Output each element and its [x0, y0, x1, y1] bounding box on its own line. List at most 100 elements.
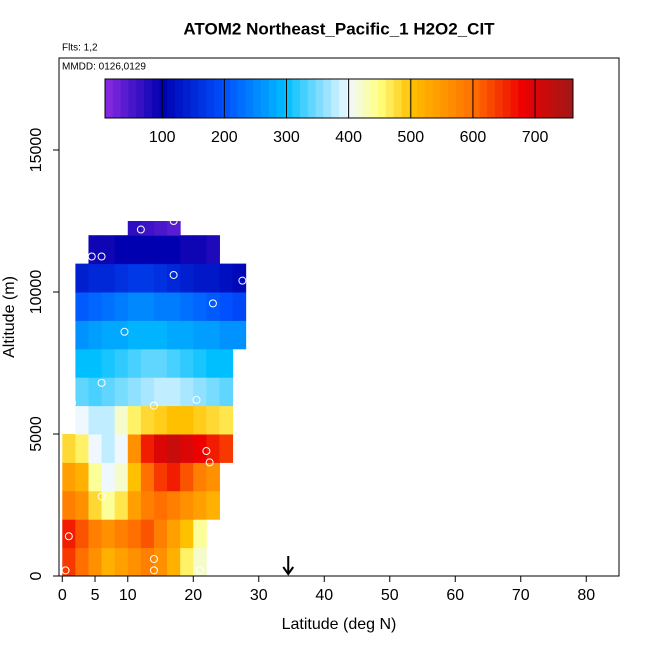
- heat-cell: [153, 377, 168, 407]
- heat-cell: [193, 292, 207, 321]
- heat-cell: [180, 405, 194, 435]
- observation-point: [64, 532, 73, 541]
- observation-point: [149, 566, 158, 575]
- observation-point: [149, 401, 158, 410]
- colorbar-step: [276, 79, 285, 118]
- heat-cell: [101, 434, 116, 463]
- colorbar-tick-label: 400: [335, 129, 362, 146]
- annotation: MMDD: 0126,0129: [62, 62, 146, 73]
- heat-cell: [180, 547, 194, 577]
- heat-cell: [75, 434, 89, 463]
- heat-cell: [232, 320, 247, 350]
- heat-cell: [140, 490, 155, 520]
- colorbar-tick-label: 100: [149, 129, 176, 146]
- heat-cell: [180, 490, 194, 520]
- colorbar-step: [237, 79, 246, 118]
- heat-cell: [193, 490, 207, 520]
- colorbar-step: [502, 79, 512, 118]
- heat-cell: [88, 263, 103, 293]
- heat-cell: [180, 348, 194, 378]
- heat-cell: [206, 235, 220, 265]
- heat-cell: [153, 292, 168, 321]
- observation-point: [97, 252, 106, 261]
- heat-cell: [127, 434, 142, 463]
- heat-cell: [140, 434, 155, 463]
- heat-cell: [101, 405, 116, 435]
- heat-cell: [62, 547, 76, 577]
- colorbar-step: [510, 79, 519, 118]
- observation-point: [192, 395, 201, 404]
- observation-point: [169, 270, 178, 279]
- heat-cell: [127, 405, 142, 435]
- x-tick-label: 20: [184, 587, 202, 604]
- colorbar-step: [253, 79, 262, 118]
- heat-cell: [127, 377, 142, 407]
- heat-cell: [101, 348, 116, 378]
- heat-cell: [88, 519, 103, 549]
- heat-cell: [193, 547, 207, 577]
- colorbar-step: [346, 79, 356, 118]
- colorbar-step: [206, 79, 215, 118]
- heat-cell: [167, 320, 181, 350]
- heat-cell: [114, 377, 129, 407]
- colorbar-step: [495, 79, 504, 118]
- colorbar-step: [393, 79, 402, 118]
- colorbar-step: [229, 79, 239, 118]
- heat-cell: [114, 263, 129, 293]
- observation-point: [238, 276, 247, 285]
- heat-cell: [153, 263, 168, 293]
- heat-cell: [153, 405, 168, 435]
- colorbar-frame: [104, 78, 574, 119]
- colorbar-step: [144, 79, 153, 118]
- heat-cell: [88, 405, 103, 435]
- colorbar-step: [526, 79, 535, 118]
- observation-point: [195, 566, 204, 575]
- heat-cell: [101, 320, 116, 350]
- heat-cell: [75, 462, 89, 492]
- heat-cell: [140, 292, 155, 321]
- heat-cell: [75, 377, 89, 407]
- heat-cell: [167, 221, 181, 236]
- heat-cell: [114, 235, 129, 265]
- heat-cell: [101, 377, 116, 407]
- observation-point: [136, 225, 145, 234]
- colorbar-tick-label: 500: [397, 129, 424, 146]
- subtitle: Flts: 1,2: [62, 43, 98, 54]
- colorbar-step: [261, 79, 270, 118]
- heat-cell: [180, 235, 194, 265]
- heat-cell: [219, 405, 234, 435]
- heat-cell: [127, 519, 142, 549]
- heat-cell: [167, 405, 181, 435]
- heat-cell: [180, 377, 194, 407]
- heat-cell: [127, 490, 142, 520]
- observation-point: [87, 252, 96, 261]
- heat-cell: [140, 519, 155, 549]
- y-tick-label: 15000: [28, 128, 45, 173]
- colorbar-step: [112, 79, 122, 118]
- colorbar-tick-label: 600: [460, 129, 487, 146]
- heat-cell: [193, 519, 207, 549]
- colorbar-tick-label: 200: [211, 129, 238, 146]
- colorbar-step: [331, 79, 340, 118]
- x-tick-label: 50: [381, 587, 399, 604]
- colorbar-step: [370, 79, 379, 118]
- heat-cell: [88, 320, 103, 350]
- observation-point: [97, 492, 106, 501]
- heat-cell: [114, 405, 129, 435]
- colorbar-step: [354, 79, 363, 118]
- colorbar-tick-label: 300: [273, 129, 300, 146]
- x-tick-label: 70: [512, 587, 530, 604]
- heat-cell: [193, 405, 207, 435]
- observation-point: [169, 217, 178, 226]
- colorbar-step: [541, 79, 551, 118]
- heat-cell: [219, 263, 234, 293]
- heat-cell: [232, 292, 247, 321]
- heat-cell: [114, 462, 129, 492]
- heat-cell: [206, 405, 220, 435]
- heat-cell: [75, 490, 89, 520]
- heat-cell: [88, 292, 103, 321]
- colorbar-step: [456, 79, 465, 118]
- colorbar-step: [183, 79, 192, 118]
- heat-cell: [88, 462, 103, 492]
- heat-cell: [140, 348, 155, 378]
